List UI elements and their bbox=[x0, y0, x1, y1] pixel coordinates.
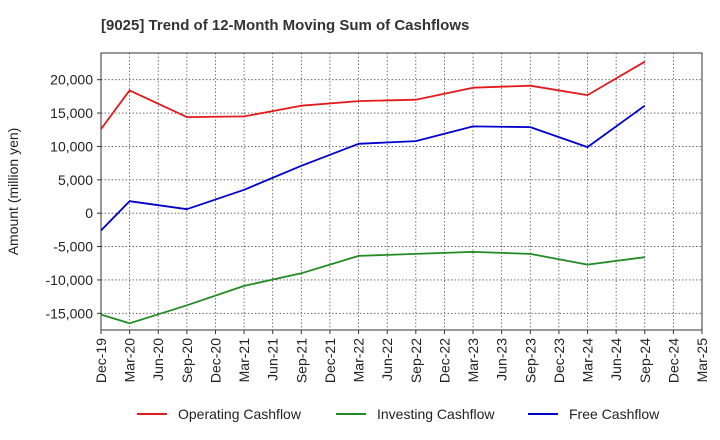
x-tick-label: Sep-22 bbox=[408, 338, 424, 383]
legend-entry: Investing Cashflow bbox=[377, 406, 495, 422]
x-tick-label: Dec-21 bbox=[322, 338, 338, 383]
y-tick-label: 10,000 bbox=[50, 138, 93, 154]
series-line bbox=[100, 60, 646, 130]
grid-lines bbox=[101, 53, 702, 330]
y-tick-label: 5,000 bbox=[58, 172, 93, 188]
y-tick-label: -15,000 bbox=[46, 305, 94, 321]
y-tick-label: -10,000 bbox=[46, 272, 94, 288]
x-axis-ticks: Dec-19 Mar-20 Jun-20 Sep-20 Dec-20 Mar-21 Jun-… bbox=[93, 330, 710, 383]
x-tick-label: Mar-20 bbox=[122, 338, 138, 383]
x-tick-label: Jun-22 bbox=[379, 338, 395, 381]
x-tick-label: Sep-21 bbox=[293, 338, 309, 383]
x-tick-label: Dec-23 bbox=[551, 338, 567, 383]
y-tick-label: 20,000 bbox=[50, 72, 93, 88]
series-line bbox=[100, 104, 646, 232]
x-tick-label: Sep-20 bbox=[179, 338, 195, 383]
x-tick-label: Dec-19 bbox=[93, 338, 109, 383]
x-tick-label: Dec-22 bbox=[436, 338, 452, 383]
x-tick-label: Mar-21 bbox=[236, 338, 252, 383]
y-axis-ticks: -15,000 -10,000 -5,000 0 5,000 10,000 15,000 20… bbox=[46, 72, 101, 321]
y-tick-label: -5,000 bbox=[53, 239, 93, 255]
legend-entry: Operating Cashflow bbox=[178, 406, 302, 422]
x-tick-label: Jun-24 bbox=[608, 338, 624, 381]
y-tick-label: 15,000 bbox=[50, 105, 93, 121]
y-tick-label: 0 bbox=[85, 205, 93, 221]
chart-title: [9025] Trend of 12-Month Moving Sum of C… bbox=[101, 17, 469, 34]
x-tick-label: Dec-24 bbox=[665, 338, 681, 383]
x-tick-label: Mar-25 bbox=[694, 338, 710, 383]
legend-entry: Free Cashflow bbox=[569, 406, 660, 422]
series-line bbox=[100, 250, 645, 325]
y-axis-label: Amount (million yen) bbox=[5, 128, 21, 256]
x-tick-label: Mar-22 bbox=[351, 338, 367, 383]
x-tick-label: Jun-23 bbox=[494, 338, 510, 381]
x-tick-label: Jun-20 bbox=[150, 338, 166, 381]
x-tick-label: Mar-24 bbox=[580, 338, 596, 383]
x-tick-label: Jun-21 bbox=[265, 338, 281, 381]
x-tick-label: Sep-24 bbox=[637, 338, 653, 383]
series-lines bbox=[100, 60, 646, 325]
x-tick-label: Dec-20 bbox=[207, 338, 223, 383]
plot-area-frame bbox=[100, 52, 703, 331]
legend: Operating Cashflow Investing Cashflow Free… bbox=[137, 406, 660, 422]
x-tick-label: Sep-23 bbox=[522, 338, 538, 383]
x-tick-label: Mar-23 bbox=[465, 338, 481, 383]
